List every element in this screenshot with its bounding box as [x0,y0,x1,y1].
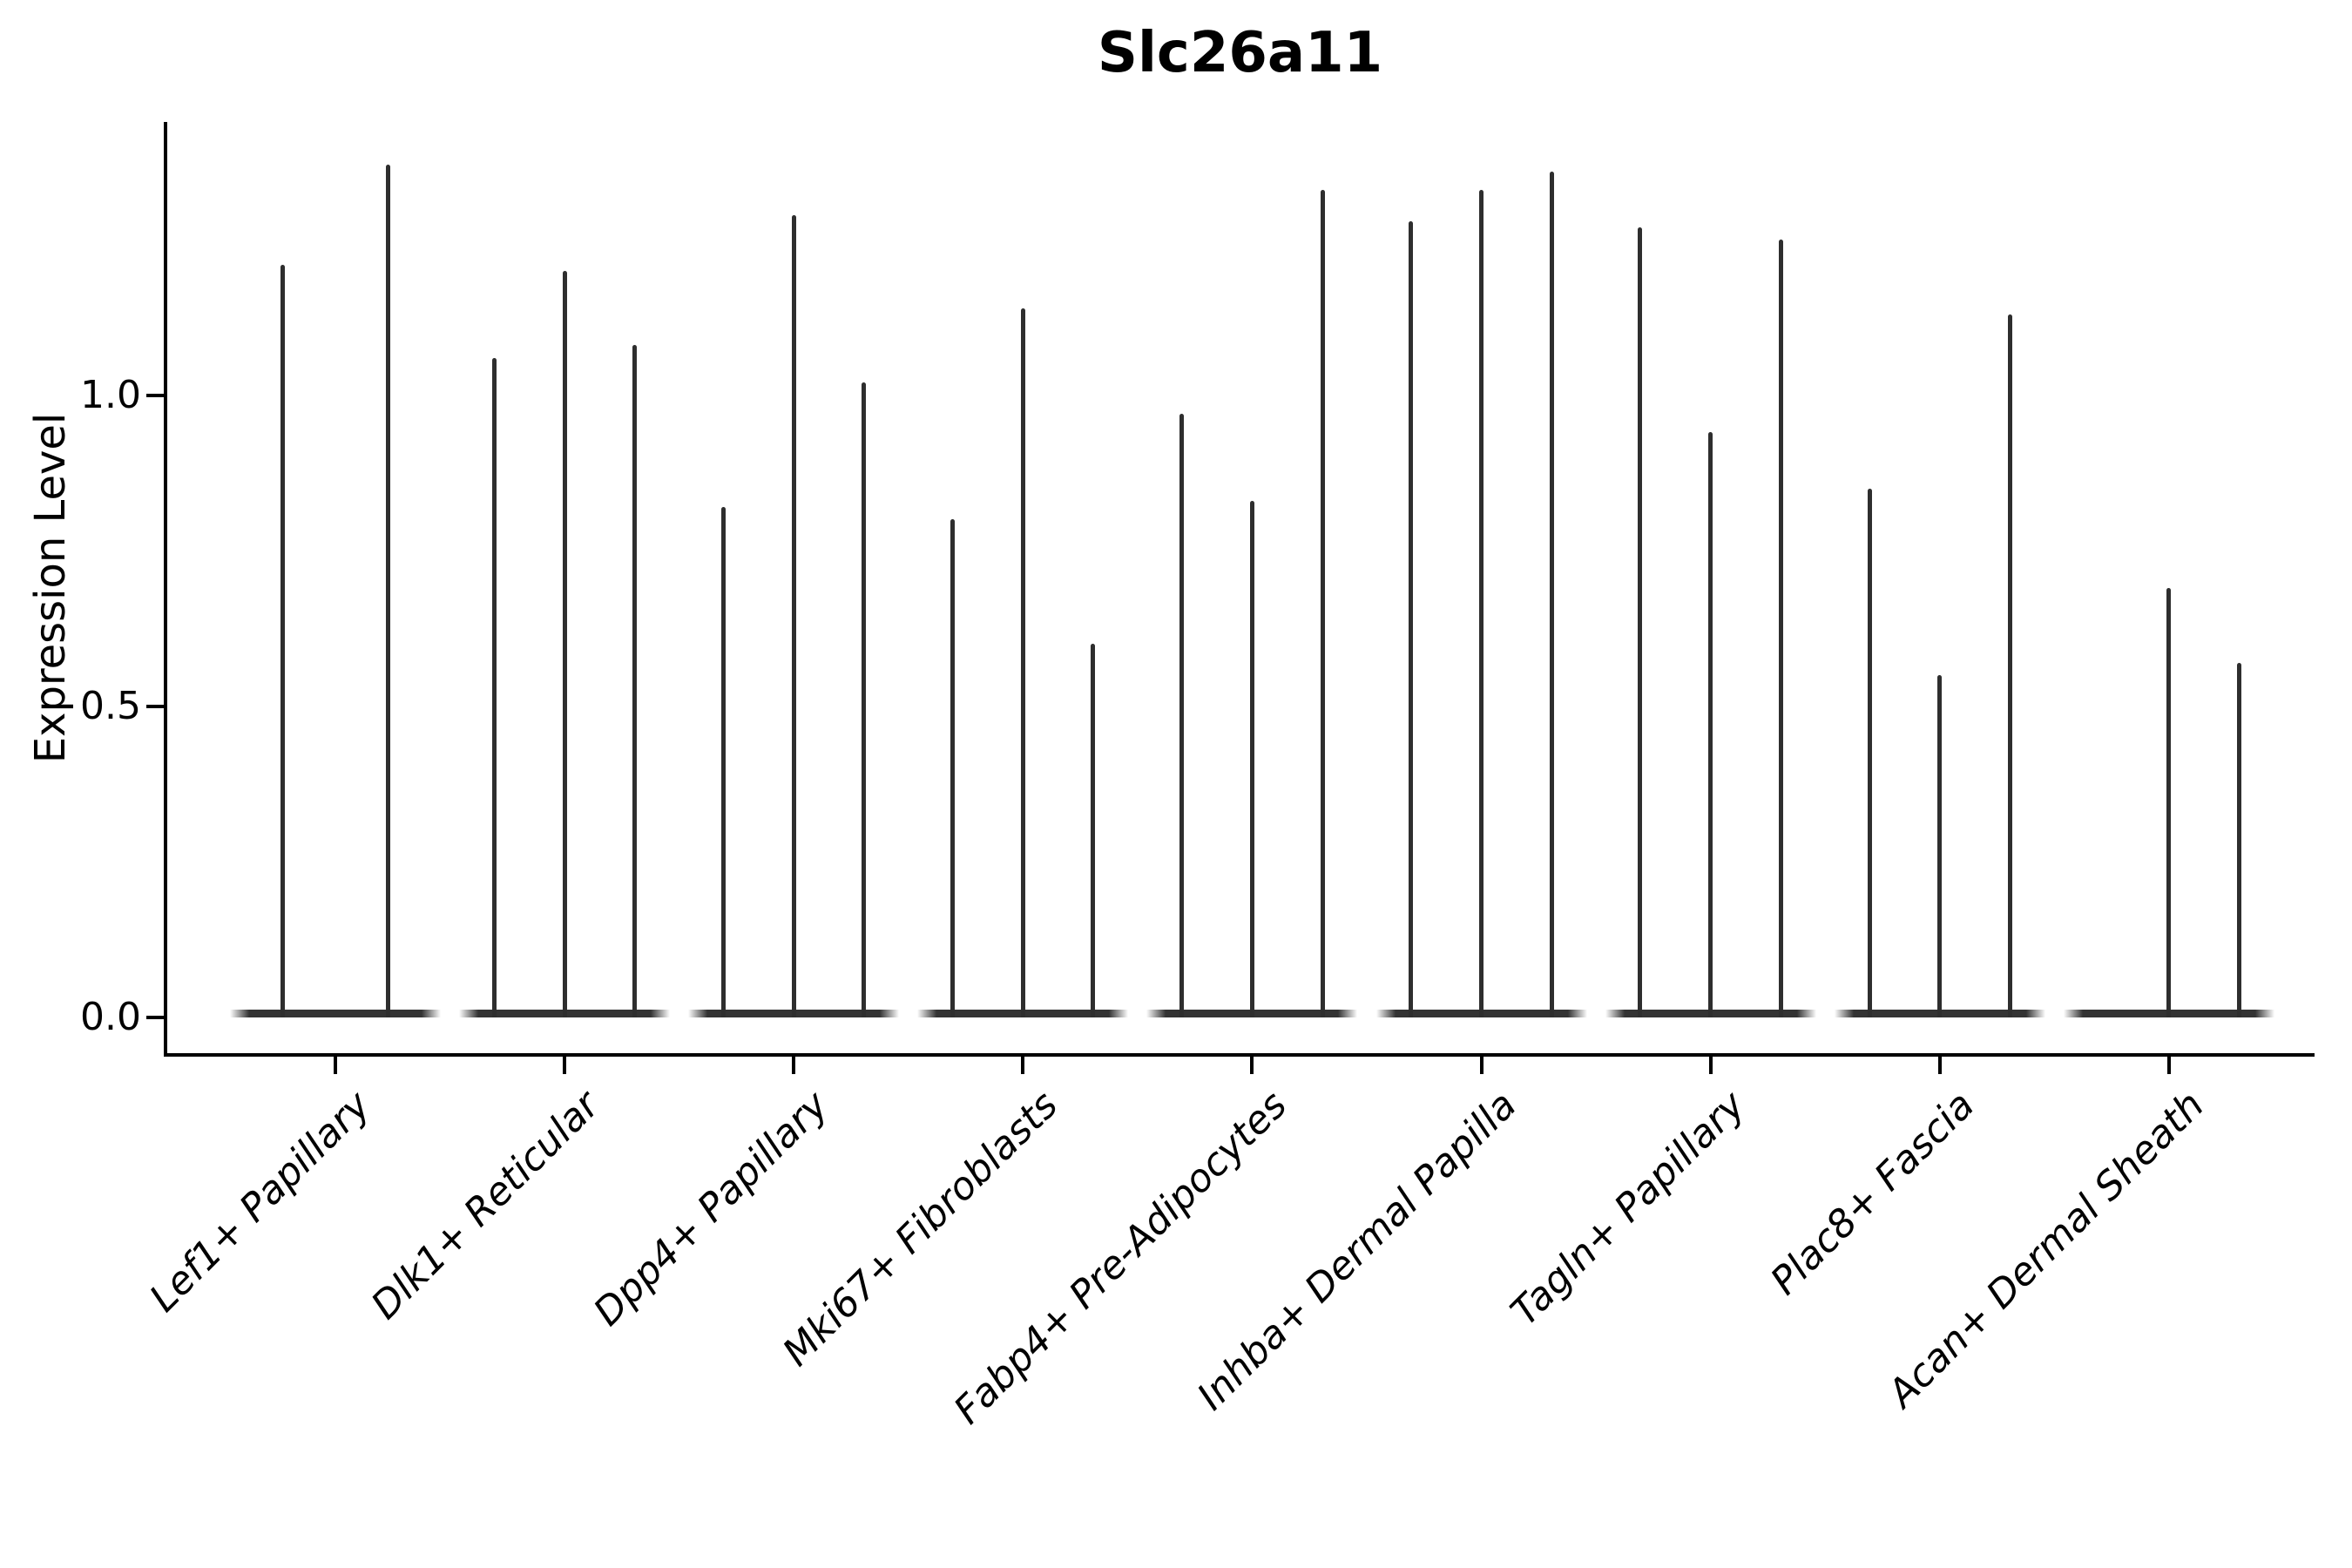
x-tick-mark [1021,1057,1025,1074]
y-tick-label: 0.5 [80,683,141,728]
violin-spike [1020,308,1025,1017]
x-tick-label: Plac8+ Fascia [1762,1083,1984,1304]
violin-spike [1320,189,1325,1017]
violin-spike [2007,314,2012,1017]
violin-base [230,1009,441,1017]
violin-spike [2236,662,2241,1017]
violin-spike [1778,240,1783,1017]
violin-spike [1937,674,1943,1017]
violin-spike [386,165,390,1017]
x-tick-mark [1479,1057,1484,1074]
x-tick-label: Lef1+ Papillary [141,1083,380,1321]
violin-spike [1867,488,1872,1017]
x-tick-mark [334,1057,337,1074]
violin-spike [862,382,867,1017]
violin-spike [1708,432,1713,1017]
violin-spike [791,214,796,1017]
violin-spike [1179,414,1185,1017]
y-tick-mark [146,1015,164,1019]
violin-spike [562,270,567,1017]
x-tick-label: Dpp4+ Papillary [585,1083,838,1335]
x-tick-mark [563,1057,567,1074]
violin-spike [1549,171,1554,1017]
violin-spike [632,345,638,1017]
violin-spike [491,357,497,1017]
x-tick-mark [792,1057,796,1074]
violin-spike [1479,189,1484,1017]
x-tick-label: Dlk1+ Reticular [362,1083,609,1328]
chart-title: Slc26a11 [1097,21,1383,85]
violin-spike [950,519,956,1017]
violin-spike [1091,644,1096,1017]
y-tick-mark [146,393,164,397]
violin-spike [1249,500,1254,1017]
violin-spike [2166,587,2172,1017]
violin-spike [280,264,285,1017]
violin-spike [1638,226,1643,1017]
x-axis-spine [164,1053,2315,1057]
x-tick-mark [1708,1057,1713,1074]
y-tick-label: 1.0 [80,372,141,417]
x-tick-mark [1250,1057,1254,1074]
violin-spike [1409,220,1414,1017]
x-tick-label: Tagln+ Papillary [1502,1083,1754,1335]
x-tick-mark [1937,1057,1942,1074]
violin-spike [721,507,727,1017]
y-tick-label: 0.0 [80,994,141,1039]
x-tick-mark [2166,1057,2171,1074]
y-tick-mark [146,704,164,708]
y-axis-spine [164,122,167,1057]
